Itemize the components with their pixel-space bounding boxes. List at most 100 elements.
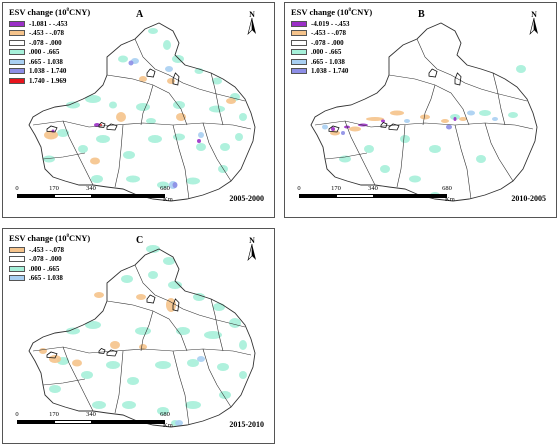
esv-change-patch [446, 124, 452, 130]
legend-swatch [9, 275, 25, 282]
map-a [28, 22, 256, 202]
region-fill [29, 249, 255, 427]
legend-item: .665 - 1.038 [291, 57, 372, 67]
svg-text:N: N [531, 10, 537, 19]
legend-label: -.078 - .000 [29, 38, 62, 47]
legend-label: -.453 - -.078 [29, 29, 64, 38]
esv-change-patch [226, 98, 236, 104]
legend-swatch [291, 58, 307, 65]
district-boundary [416, 38, 528, 102]
scale-tick-label: 340 [86, 185, 96, 192]
esv-change-patch [390, 110, 404, 116]
district-boundary [202, 348, 232, 408]
esv-change-patch [139, 344, 147, 350]
esv-change-patch [217, 363, 229, 371]
esv-change-patch [175, 420, 183, 426]
esv-change-patch [187, 359, 199, 367]
esv-change-patch [123, 151, 135, 159]
esv-change-patch [49, 385, 61, 393]
esv-change-patch [96, 135, 110, 143]
esv-change-patch [404, 119, 410, 123]
legend-label: .665 - 1.038 [29, 57, 63, 66]
legend-c: ESV change (108CNY) -.453 - -.078 -.078 -… [9, 233, 90, 283]
legend-label: 1.740 - 1.969 [29, 76, 67, 85]
district-boundary [140, 84, 154, 126]
district-boundary [62, 346, 94, 412]
district-boundary [134, 264, 246, 328]
district-boundary [140, 310, 154, 352]
esv-change-patch [212, 77, 222, 85]
north-arrow-icon: N [529, 10, 538, 35]
district-boundary [484, 122, 514, 182]
district-boundary [422, 84, 436, 126]
district-boundary [210, 298, 224, 352]
esv-change-patch [126, 175, 140, 183]
scale-unit: Km [163, 196, 173, 203]
esv-change-patch [459, 117, 467, 121]
legend-item: 1.038 - 1.740 [291, 67, 372, 77]
legend-label: 1.038 - 1.740 [311, 67, 349, 76]
esv-change-patch [148, 271, 158, 279]
esv-change-patch [139, 76, 147, 82]
scale-tick-label: 170 [49, 411, 59, 418]
esv-change-patch [128, 60, 134, 66]
esv-change-patch [146, 118, 156, 124]
esv-change-patch [476, 155, 486, 163]
legend-label: .665 - 1.038 [311, 57, 345, 66]
legend-label: .000 - .665 [311, 48, 342, 57]
city-outline [106, 349, 118, 357]
legend-swatch [291, 49, 307, 56]
esv-change-patch [116, 112, 126, 122]
legend-label: .665 - 1.038 [29, 274, 63, 283]
city-outline [454, 72, 462, 86]
city-outline [328, 125, 340, 133]
legend-item: -.453 - -.078 [9, 29, 90, 39]
esv-change-patch [239, 113, 247, 121]
esv-change-patch [516, 65, 526, 73]
esv-change-patch [322, 124, 328, 130]
panel-letter-b: B [418, 9, 425, 20]
esv-change-patch [196, 143, 206, 151]
esv-change-patch [148, 135, 162, 143]
scale-bar: 0 170 340 680 Km [13, 185, 183, 207]
scale-tick-label: 340 [368, 185, 378, 192]
legend-label: -.078 - .000 [29, 255, 62, 264]
esv-change-patch [235, 133, 243, 141]
city-outline [46, 351, 58, 359]
district-boundary [134, 38, 246, 102]
legend-a: ESV change (108CNY) -1.081 - -.453 -.453 … [9, 7, 90, 86]
legend-title: ESV change (108CNY) [9, 7, 91, 17]
esv-change-patch [400, 135, 410, 143]
esv-change-patch [106, 361, 120, 369]
scale-bar-graphic [17, 194, 165, 198]
esv-change-patch [136, 103, 150, 111]
map-panel-a: ESV change (108CNY) -1.081 - -.453 -.453 … [2, 2, 275, 218]
legend-swatch [9, 68, 25, 75]
esv-change-patch [209, 105, 225, 113]
map-panel-c: ESV change (108CNY) -.453 - -.078 -.078 -… [2, 228, 275, 444]
city-outline [146, 68, 156, 78]
legend-label: 1.038 - 1.740 [29, 67, 67, 76]
panel-letter-c: C [136, 235, 144, 246]
city-outline [380, 122, 388, 128]
legend-swatch [9, 30, 25, 37]
esv-change-patch [43, 155, 55, 163]
district-boundary [114, 124, 124, 188]
north-arrow-icon: N [247, 10, 256, 35]
legend-label: -4.019 - -.453 [311, 19, 350, 28]
district-boundary [202, 122, 232, 182]
scale-bar-graphic [299, 194, 447, 198]
city-outline [388, 123, 400, 131]
esv-change-patch [349, 126, 361, 132]
esv-change-patch [239, 340, 247, 350]
scale-bar: 0 170 340 680 Km [13, 411, 183, 433]
legend-item: .665 - 1.038 [9, 274, 90, 284]
esv-change-patch [157, 181, 169, 189]
esv-change-patch [331, 127, 335, 131]
esv-change-patch [420, 114, 430, 120]
esv-change-patch [118, 55, 128, 63]
esv-change-patch [173, 133, 185, 141]
esv-change-patch [121, 275, 133, 283]
esv-change-patch [220, 143, 230, 151]
esv-change-patch [44, 130, 58, 140]
